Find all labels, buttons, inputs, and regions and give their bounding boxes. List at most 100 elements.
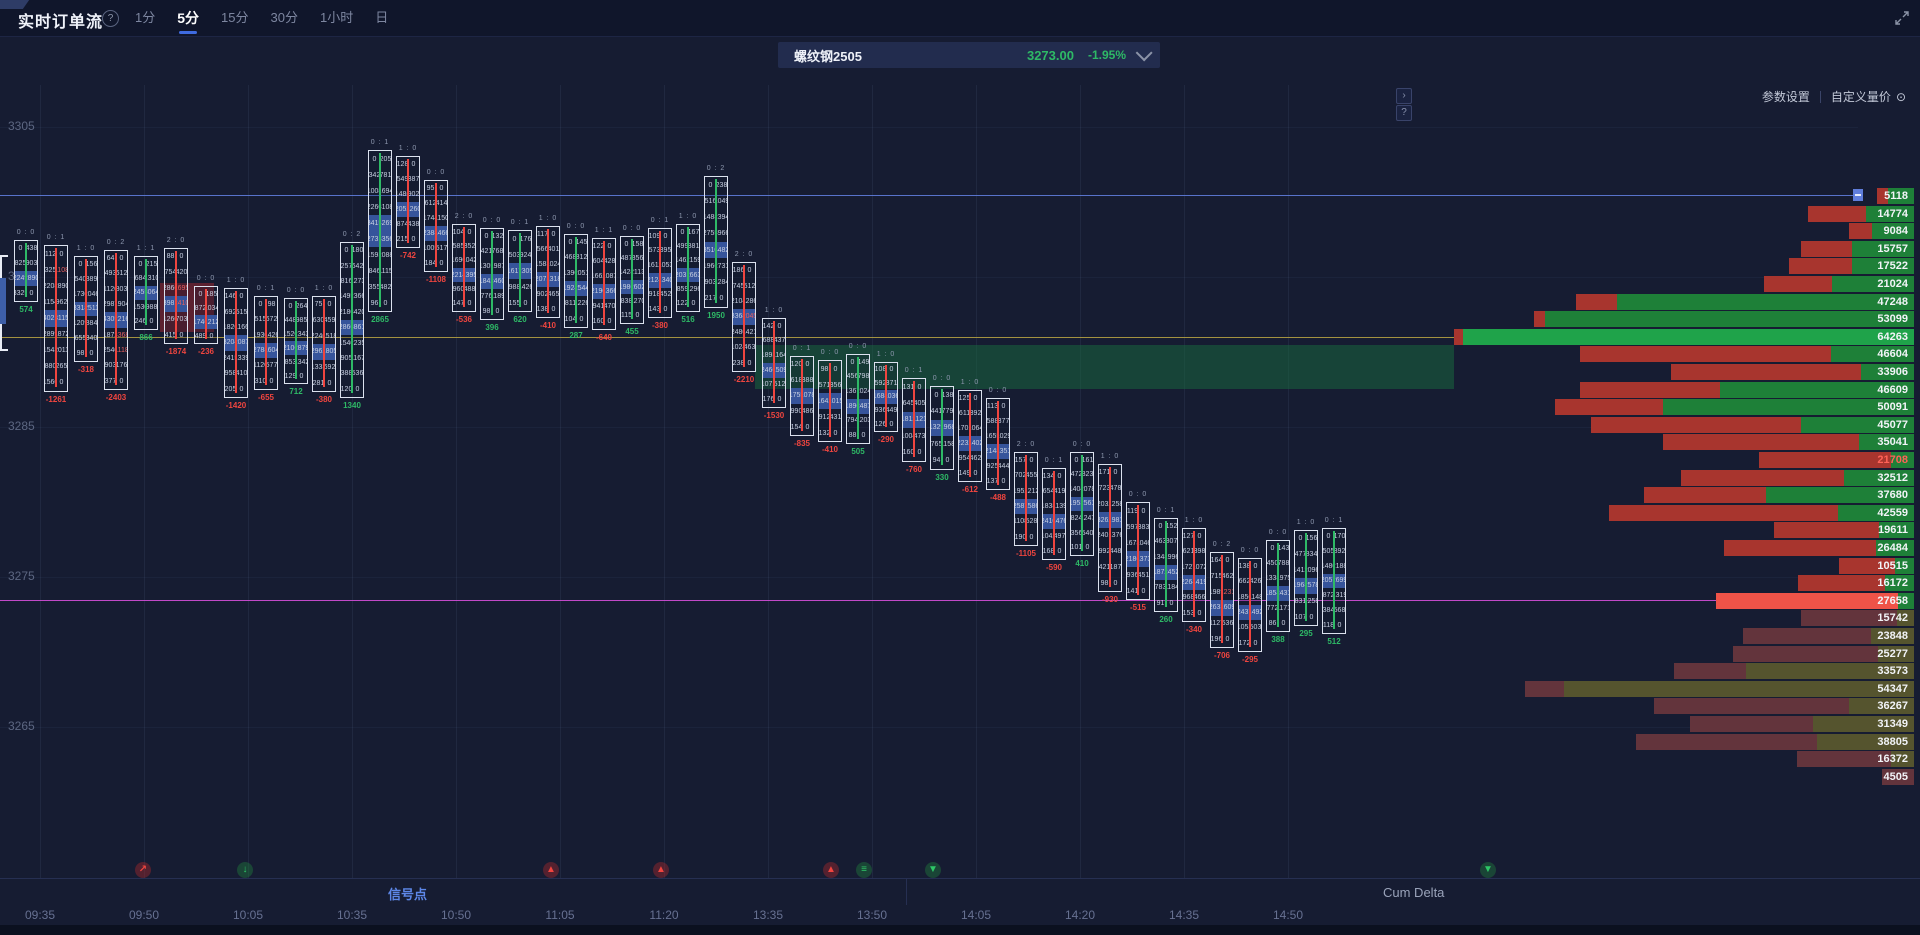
bid-volume: 120 bbox=[791, 361, 802, 369]
arrow-down-signal[interactable]: ↓ bbox=[237, 862, 253, 878]
candle-price-row: 257 642 bbox=[341, 258, 363, 273]
footprint-candle[interactable]: 113058837716551029214813519254441370 bbox=[986, 398, 1010, 490]
footprint-candle[interactable]: 098515672193014262788160411265773100 bbox=[254, 296, 278, 390]
footprint-candle[interactable]: 0156540889173020463318251112098846553409… bbox=[74, 256, 98, 362]
footprint-candle[interactable]: 104058535216901042221413959604881470 bbox=[452, 224, 476, 312]
footprint-candle[interactable]: 1710723478203212583262198124011376992448… bbox=[1098, 464, 1122, 592]
custom-volume-price-link[interactable]: 自定义量价 bbox=[1830, 90, 1891, 104]
footprint-candle[interactable]: 1420688437189311642466150910715121760 bbox=[762, 318, 786, 408]
candle-imbalance-header: 0 : 0 bbox=[482, 217, 502, 224]
footprint-candle[interactable]: 0238516104914882394275539663510448219662… bbox=[704, 176, 728, 308]
candle-price-row: 13481996 bbox=[1155, 550, 1177, 565]
expand-icon[interactable] bbox=[1894, 10, 1910, 26]
bid-volume: 1953 bbox=[1071, 500, 1082, 508]
ask-volume: 0 bbox=[59, 250, 64, 258]
footprint-candle[interactable]: 950612414174411502388146610055171840 bbox=[424, 180, 448, 272]
footprint-candle[interactable]: 0205342781100816942260310834154269273133… bbox=[368, 150, 392, 312]
footprint-candle[interactable]: 122060442816621087219013669414701600 bbox=[592, 238, 616, 330]
candle-body-down bbox=[265, 299, 267, 385]
footprint-candle[interactable]: 1340654419183811392410147610424971680 bbox=[1042, 468, 1066, 560]
candle-price-row: 9881426 bbox=[509, 279, 531, 295]
bid-volume: 160 bbox=[593, 318, 604, 325]
rocket-signal[interactable]: ↗ bbox=[135, 862, 151, 878]
footprint-candle[interactable]: 1460692515182011663204208724151339958410… bbox=[224, 288, 248, 398]
ask-volume: 2663 bbox=[688, 271, 699, 279]
candle-price-row: 14122096 bbox=[1295, 562, 1317, 578]
footprint-candle[interactable]: 1860745512210412863368204524801421102446… bbox=[732, 262, 756, 372]
footprint-candle[interactable]: 1200618388175510789904861540 bbox=[790, 356, 814, 436]
footprint-candle[interactable]: 0158487856142821131986260283812701150 bbox=[620, 236, 644, 324]
footprint-candle[interactable]: 0264448985152023432106287985313421290 bbox=[284, 298, 308, 384]
question-button[interactable]: ? bbox=[1396, 105, 1412, 121]
footprint-candle[interactable]: 0156477834141220961968257883112581070 bbox=[1294, 530, 1318, 626]
triangle-up-signal[interactable]: ▲ bbox=[543, 862, 559, 878]
ask-volume: 2305 bbox=[520, 267, 531, 275]
triangle-up-signal[interactable]: ▲ bbox=[653, 862, 669, 878]
candle-price-row: 388 536 bbox=[341, 366, 363, 381]
triangle-down-signal[interactable]: ▼ bbox=[925, 862, 941, 878]
bid-volume: 1428 bbox=[621, 269, 632, 277]
footprint-candle[interactable]: 1380662426185611482437149210535031720 bbox=[1238, 558, 1262, 652]
ask-volume: 1342 bbox=[296, 358, 307, 366]
symbol-banner[interactable]: 螺纹钢2505 3273.00 -1.95% bbox=[778, 42, 1160, 68]
footprint-candle[interactable]: 021568413102455306415309882460 bbox=[134, 256, 158, 330]
triangle-up-signal[interactable]: ▲ bbox=[823, 862, 839, 878]
footprint-candle[interactable]: 1120325110822082890115496240213115289918… bbox=[44, 245, 68, 392]
footprint-candle[interactable]: 01858721034174612124890 bbox=[194, 286, 218, 344]
footprint-candle[interactable]: 014345078813381975185424317721171860 bbox=[1266, 540, 1290, 632]
bid-volume: 611 bbox=[959, 410, 970, 417]
ask-volume: 488 bbox=[464, 285, 475, 293]
footprint-candle[interactable]: 109057339516111053212413409184521430 bbox=[648, 228, 672, 318]
ask-volume: 420 bbox=[176, 268, 187, 276]
bid-volume: 1820 bbox=[225, 324, 236, 332]
footprint-candle[interactable]: 014945679813672024189624877941203880 bbox=[846, 354, 870, 444]
footprint-candle[interactable]: 1640715462198912312633160911275361960 bbox=[1210, 552, 1234, 648]
footprint-candle[interactable]: 04388259032249289033250 bbox=[14, 240, 38, 302]
chevron-down-icon[interactable] bbox=[1135, 44, 1153, 62]
footprint-candle[interactable]: 119059738316731046218613739364511410 bbox=[1126, 502, 1150, 600]
footprint-candle[interactable]: 01765039241617230598814261550 bbox=[508, 230, 532, 312]
footprint-candle[interactable]: 13106454051812112110044731600 bbox=[902, 378, 926, 462]
tab-5分[interactable]: 5分 bbox=[177, 0, 199, 36]
footprint-candle[interactable]: 750630459224015182962180513336922810 bbox=[312, 296, 336, 392]
footprint-candle[interactable]: 127062139817271072226414199684661530 bbox=[1182, 528, 1206, 622]
candle-price-row: 1126577 bbox=[255, 358, 277, 373]
settings-link[interactable]: 参数设置 bbox=[1761, 90, 1810, 104]
candle-price-row: 421 768 bbox=[481, 244, 503, 259]
footprint-candle[interactable]: 12805493871486902205212608744382150 bbox=[396, 156, 420, 248]
candle-price-row: 13051987 bbox=[481, 259, 503, 274]
tab-日[interactable]: 日 bbox=[375, 10, 389, 25]
footprint-candle[interactable]: 0180257642816127314952366218034202866386… bbox=[340, 242, 364, 398]
footprint-candle[interactable]: 880754420286616953981241012607034150 bbox=[164, 248, 188, 344]
ask-volume: 1036 bbox=[886, 393, 897, 401]
help-icon[interactable]: ? bbox=[102, 10, 119, 27]
footprint-candle[interactable]: 0170505892148021882057269987213193845681… bbox=[1322, 528, 1346, 634]
coins-signal[interactable]: ≡ bbox=[856, 862, 872, 878]
footprint-candle[interactable]: 0138441779132919687651158940 bbox=[930, 386, 954, 470]
footprint-candle[interactable]: 125061139217011064223214029544621490 bbox=[958, 390, 982, 482]
candle-price-row: 0 156 bbox=[1295, 531, 1317, 547]
ask-volume: 1273 bbox=[352, 277, 363, 285]
footprint-candle[interactable]: 980571356164210159124311320 bbox=[818, 360, 842, 442]
bid-volume: 988 bbox=[509, 283, 520, 291]
gear-icon[interactable]: ⊙ bbox=[1895, 89, 1906, 104]
footprint-candle[interactable]: 117056640115831024207113189024651380 bbox=[536, 226, 560, 318]
tab-30分[interactable]: 30分 bbox=[270, 10, 298, 25]
footprint-candle[interactable]: 0161472823140420781953256182412473565401… bbox=[1070, 452, 1094, 556]
collapse-button[interactable]: › bbox=[1396, 88, 1412, 104]
bid-volume: 958 bbox=[225, 370, 236, 378]
footprint-candle[interactable]: 1570702455195212122587158611085281900 bbox=[1014, 452, 1038, 546]
tab-1分[interactable]: 1分 bbox=[135, 10, 156, 25]
footprint-candle[interactable]: 0167499881146221592031266385912961220 bbox=[676, 224, 700, 312]
tab-15分[interactable]: 15分 bbox=[221, 10, 249, 25]
bid-volume: 2633 bbox=[1211, 604, 1222, 612]
footprint-candle[interactable]: 6404936121126803298719044305221618723368… bbox=[104, 250, 128, 390]
triangle-down-signal[interactable]: ▼ bbox=[1480, 862, 1496, 878]
footprint-candle[interactable]: 0145468812139020511924254481112261040 bbox=[564, 234, 588, 328]
bid-volume: 2899 bbox=[45, 331, 56, 339]
tab-1小时[interactable]: 1小时 bbox=[319, 10, 354, 25]
footprint-candle[interactable]: 1080592371168810369364491260 bbox=[874, 362, 898, 432]
footprint-candle[interactable]: 015246380713481996187224527831184910 bbox=[1154, 518, 1178, 612]
footprint-candle[interactable]: 013242176813051987184224607761189980 bbox=[480, 228, 504, 320]
